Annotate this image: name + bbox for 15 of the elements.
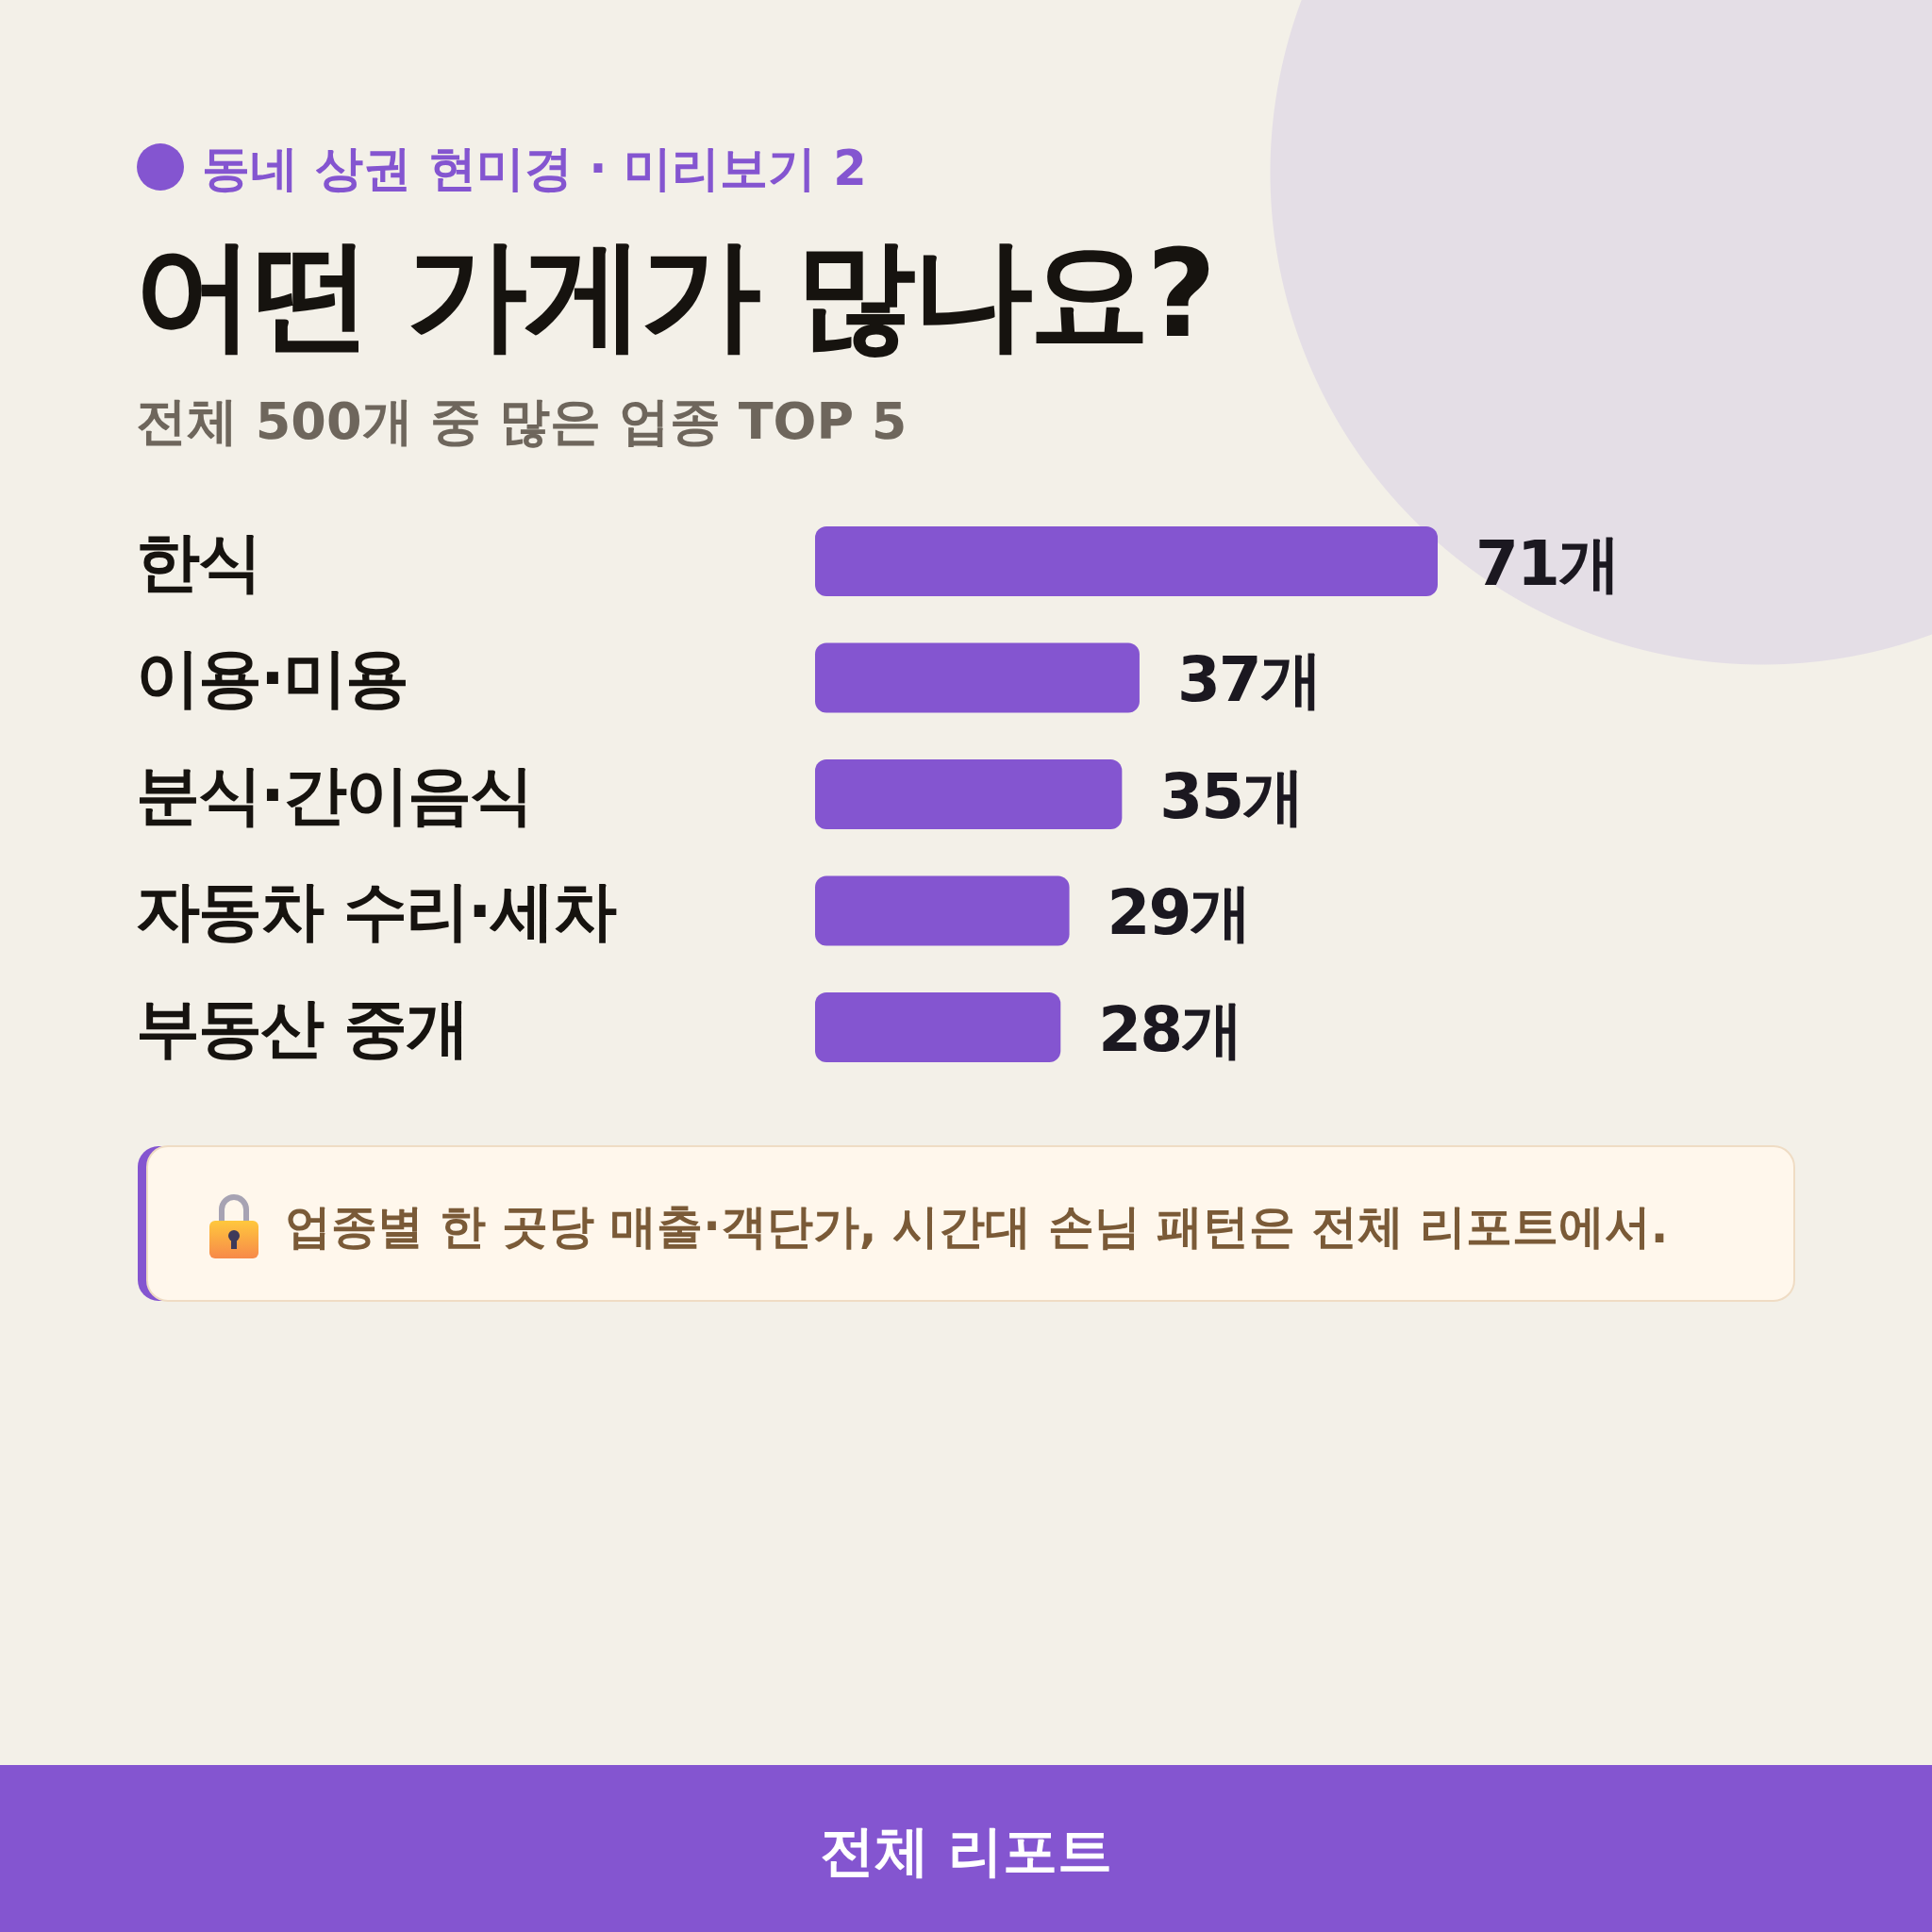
footer-text: 전체 리포트 <box>819 1819 1113 1883</box>
category-label: 이용·미용 <box>136 641 408 715</box>
note-text: 업종별 한 곳당 매출·객단가, 시간대 손님 패턴은 전체 리포트에서. <box>285 1199 1669 1254</box>
value-label: 29개 <box>1107 876 1251 949</box>
category-label: 부동산 중개 <box>136 990 468 1065</box>
subtitle: 전체 500개 중 많은 업종 TOP 5 <box>136 391 908 451</box>
category-label: 자동차 수리·세차 <box>136 874 615 948</box>
category-label: 분식·간이음식 <box>136 757 532 832</box>
value-label: 71개 <box>1475 526 1619 600</box>
value-label: 37개 <box>1176 643 1321 716</box>
title: 어떤 가게가 많나요? <box>134 224 1213 364</box>
kicker: 동네 상권 현미경 · 미리보기 2 <box>202 141 867 196</box>
value-label: 28개 <box>1098 992 1242 1066</box>
category-label: 한식 <box>136 524 260 599</box>
value-label: 35개 <box>1159 759 1304 833</box>
